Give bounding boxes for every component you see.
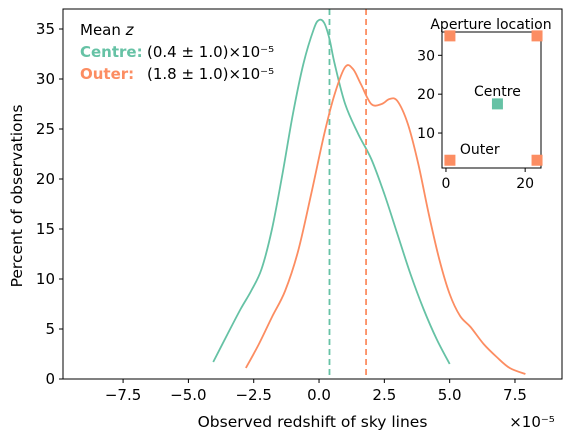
legend-centre-label: Centre: xyxy=(80,43,143,61)
x-axis-label: Observed redshift of sky lines xyxy=(198,413,428,431)
inset-marker-outer xyxy=(531,154,543,166)
series-line-centre xyxy=(212,18,451,365)
x-tick-label: 7.5 xyxy=(503,386,527,404)
inset-x-tick-label: 0 xyxy=(441,176,450,192)
inset-y-tick-label: 20 xyxy=(417,87,435,103)
y-tick-label: 15 xyxy=(36,220,55,238)
x-tick-label: 5.0 xyxy=(438,386,462,404)
x-tick-label: −5.0 xyxy=(170,386,206,404)
series-line-outer xyxy=(245,64,526,375)
y-tick-label: 30 xyxy=(36,70,55,88)
x-tick-label: −7.5 xyxy=(105,386,141,404)
inset-label-outer: Outer xyxy=(460,142,500,158)
inset-marker-centre xyxy=(491,98,503,110)
y-tick-label: 10 xyxy=(36,270,55,288)
x-tick-label: −2.5 xyxy=(235,386,271,404)
x-tick-label: 0.0 xyxy=(307,386,331,404)
inset-label-centre: Centre xyxy=(474,84,521,100)
legend-centre-value: (0.4 ± 1.0)×10⁻⁵ xyxy=(147,43,274,61)
inset-aperture-plot: Aperture location Centre Outer 0 20 10 20 30 xyxy=(417,17,551,192)
main-plot-area: −7.5 −5.0 −2.5 0.0 2.5 5.0 7.5 0 5 10 15 20 25 30 35 xyxy=(36,8,563,404)
y-tick-label: 5 xyxy=(45,320,55,338)
inset-y-tick-label: 30 xyxy=(417,48,435,64)
inset-marker-outer xyxy=(531,30,543,42)
inset-frame xyxy=(441,31,542,169)
y-tick-label: 35 xyxy=(36,20,55,38)
legend-outer-value: (1.8 ± 1.0)×10⁻⁵ xyxy=(147,65,274,83)
inset-title: Aperture location xyxy=(430,17,551,33)
legend-title: Mean z xyxy=(80,21,135,39)
inset-y-tick-label: 10 xyxy=(417,126,435,142)
y-tick-label: 25 xyxy=(36,120,55,138)
y-tick-label: 20 xyxy=(36,170,55,188)
inset-x-tick-label: 20 xyxy=(516,176,534,192)
y-tick-label: 0 xyxy=(45,370,55,388)
x-tick-label: 2.5 xyxy=(372,386,396,404)
legend: Mean z Centre: (0.4 ± 1.0)×10⁻⁵ Outer: (… xyxy=(80,21,274,83)
plot-frame xyxy=(62,8,563,380)
inset-marker-outer xyxy=(444,154,456,166)
y-axis-label: Percent of observations xyxy=(8,105,26,288)
x-scale-factor: ×10⁻⁵ xyxy=(509,413,555,431)
legend-outer-label: Outer: xyxy=(80,65,134,83)
inset-marker-outer xyxy=(444,30,456,42)
